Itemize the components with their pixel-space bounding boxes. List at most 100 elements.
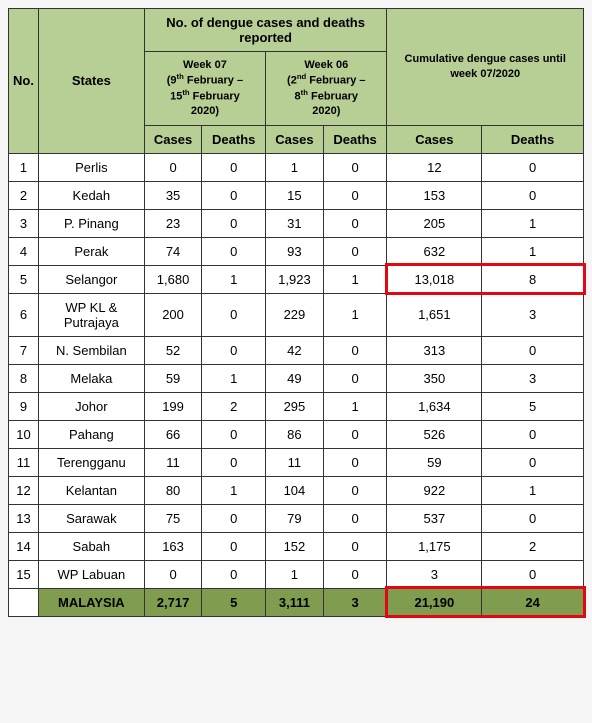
cell-w06d: 1 [323,392,387,420]
table-wrapper: No. States No. of dengue cases and death… [8,8,584,617]
cell-w07c: 74 [144,237,202,265]
cell-w07c: 52 [144,336,202,364]
cell-w07c: 75 [144,504,202,532]
cell-w06d: 0 [323,420,387,448]
cell-w06d: 1 [323,293,387,336]
table-row: 12Kelantan80110409221 [9,476,584,504]
cell-w06d: 0 [323,209,387,237]
header-no: No. [9,9,39,154]
table-row: 2Kedah3501501530 [9,181,584,209]
cell-w07d: 0 [202,153,266,181]
cell-no: 2 [9,181,39,209]
header-states: States [38,9,144,154]
cell-w07d: 0 [202,504,266,532]
cell-w07d: 0 [202,181,266,209]
cell-state: P. Pinang [38,209,144,237]
cell-cc: 3 [387,560,482,588]
table-row: 1Perlis0010120 [9,153,584,181]
cell-state: Melaka [38,364,144,392]
cell-cc: 205 [387,209,482,237]
table-row: 5Selangor1,68011,923113,0188 [9,265,584,293]
cell-state: Perlis [38,153,144,181]
cell-w07c: 0 [144,560,202,588]
cell-state: Sarawak [38,504,144,532]
header-week06: Week 06(2nd February –8th February2020) [266,52,387,126]
table-row: 9Johor199229511,6345 [9,392,584,420]
cell-cc: 537 [387,504,482,532]
cell-w06c: 229 [266,293,324,336]
cell-w07c: 199 [144,392,202,420]
cell-state: Terengganu [38,448,144,476]
cell-w06c: 1 [266,560,324,588]
table-row: 8Melaka5914903503 [9,364,584,392]
table-row: 4Perak7409306321 [9,237,584,265]
cell-w06d: 0 [323,532,387,560]
header-w07-deaths: Deaths [202,125,266,153]
cell-w07c: 66 [144,420,202,448]
cell-state: MALAYSIA [38,588,144,616]
table-body: 1Perlis00101202Kedah35015015303P. Pinang… [9,153,584,616]
table-row: 10Pahang6608605260 [9,420,584,448]
cell-w07c: 163 [144,532,202,560]
cell-w06c: 11 [266,448,324,476]
cell-no: 6 [9,293,39,336]
cell-state: Selangor [38,265,144,293]
cell-state: Perak [38,237,144,265]
cell-w06d: 0 [323,336,387,364]
cell-w07d: 5 [202,588,266,616]
cell-cd: 0 [482,560,584,588]
table-row: 7N. Sembilan5204203130 [9,336,584,364]
header-w06-cases: Cases [266,125,324,153]
cell-cc: 922 [387,476,482,504]
cell-w07c: 0 [144,153,202,181]
header-week07: Week 07(9th February –15th February2020) [144,52,265,126]
cell-w06d: 1 [323,265,387,293]
cell-w06d: 0 [323,504,387,532]
cell-cd: 2 [482,532,584,560]
cell-w07c: 80 [144,476,202,504]
cell-w06c: 3,111 [266,588,324,616]
cell-state: Pahang [38,420,144,448]
cell-cd: 1 [482,209,584,237]
cell-w07d: 2 [202,392,266,420]
header-cum-cases: Cases [387,125,482,153]
header-group-cumulative: Cumulative dengue cases until week 07/20… [387,9,584,126]
cell-no: 4 [9,237,39,265]
cell-w06c: 295 [266,392,324,420]
cell-w07c: 200 [144,293,202,336]
header-w07-cases: Cases [144,125,202,153]
cell-w07c: 11 [144,448,202,476]
cell-cc: 1,175 [387,532,482,560]
cell-no: 12 [9,476,39,504]
cell-cc: 632 [387,237,482,265]
table-row: 3P. Pinang2303102051 [9,209,584,237]
cell-w07c: 59 [144,364,202,392]
cell-w07d: 0 [202,336,266,364]
cell-w06d: 3 [323,588,387,616]
cell-w07c: 1,680 [144,265,202,293]
cell-cc: 13,018 [387,265,482,293]
cell-cd: 1 [482,476,584,504]
cell-cc: 313 [387,336,482,364]
cell-w06c: 1 [266,153,324,181]
cell-w06c: 152 [266,532,324,560]
cell-w07d: 0 [202,448,266,476]
cell-no: 3 [9,209,39,237]
cell-w06d: 0 [323,448,387,476]
cell-cc: 350 [387,364,482,392]
cell-no: 5 [9,265,39,293]
cell-cd: 24 [482,588,584,616]
cell-w07d: 0 [202,560,266,588]
cell-w07c: 35 [144,181,202,209]
cell-w07d: 1 [202,265,266,293]
header-cum-deaths: Deaths [482,125,584,153]
cell-cc: 1,651 [387,293,482,336]
cell-w07d: 1 [202,476,266,504]
table-row: 11Terengganu110110590 [9,448,584,476]
cell-cc: 526 [387,420,482,448]
cell-cc: 59 [387,448,482,476]
cell-no: 8 [9,364,39,392]
total-row: MALAYSIA2,71753,111321,19024 [9,588,584,616]
cell-no: 10 [9,420,39,448]
cell-no: 7 [9,336,39,364]
